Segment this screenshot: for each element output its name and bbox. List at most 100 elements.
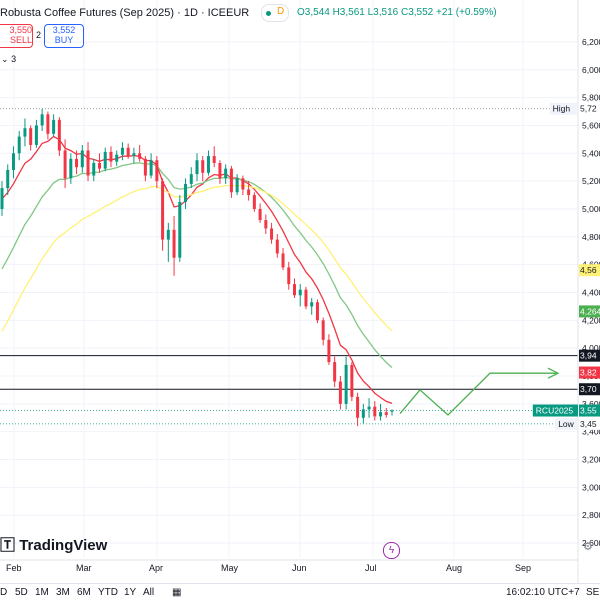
symbol-title[interactable]: Robusta Coffee Futures (Sep 2025) · 1D ·… (0, 7, 249, 19)
ema-fast-line (1, 135, 393, 405)
tf-3m[interactable]: 3M (56, 587, 70, 598)
candle-body (6, 169, 10, 189)
x-tick-label: Aug (446, 563, 462, 573)
bottom-toolbar: D 5D 1M 3M 6M YTD 1Y All ▦ 16:02:10 UTC+… (0, 583, 600, 601)
candle-body (126, 147, 130, 157)
x-tick-label: May (221, 563, 239, 573)
ohlc-readout: O3,544 H3,561 L3,516 C3,552 +21 (+0.59%) (297, 7, 497, 18)
y-tick-label: 4,000 (582, 343, 600, 353)
y-tick-label: 2,800 (582, 510, 600, 520)
candle-body (189, 174, 193, 184)
candle-body (138, 153, 142, 159)
y-tick-label: 4,800 (582, 232, 600, 242)
candle-body (86, 150, 90, 176)
candle-body (287, 267, 291, 285)
price-tag (579, 417, 600, 430)
candle-body (206, 156, 210, 173)
candle-body (149, 160, 153, 176)
price-tag (579, 404, 600, 417)
price-tag (579, 264, 600, 277)
candle-body (229, 168, 233, 193)
price-tag (579, 366, 600, 379)
tf-1m[interactable]: 1M (35, 587, 49, 598)
x-tick-label: Apr (149, 563, 163, 573)
y-tick-label: 3,200 (582, 455, 600, 465)
candle-body (166, 229, 170, 240)
candle-body (304, 289, 308, 307)
price-tag (579, 102, 600, 115)
price-axis: 2,6002,8003,0003,2003,4003,6003,8004,000… (532, 0, 600, 583)
candle-body (310, 302, 314, 307)
candle-body (293, 284, 296, 296)
candle-body (338, 381, 342, 404)
candle-body (155, 160, 159, 182)
candle-body (161, 181, 165, 240)
candle-body (361, 409, 365, 418)
projection-arrow-icon (547, 367, 560, 379)
chevron-down-icon: ⌄ (1, 54, 9, 64)
candle-body (69, 158, 73, 179)
candle-body (264, 220, 268, 229)
candle-body (40, 114, 44, 126)
candle-body (275, 239, 279, 254)
market-status-dot-icon (266, 11, 271, 16)
indicators-toggle[interactable]: ⌄ 3 (1, 54, 16, 65)
y-tick-label: 5,200 (582, 176, 600, 186)
y-tick-label: 5,600 (582, 120, 600, 130)
candle-body (321, 320, 325, 340)
tf-d[interactable]: D (0, 587, 8, 598)
x-tick-label: Sep (515, 563, 531, 573)
candle-body (143, 158, 147, 176)
candle-body (373, 406, 377, 417)
candle-body (350, 364, 354, 397)
candle-body (103, 151, 107, 169)
buy-price: 3,552 (52, 25, 76, 35)
tf-ytd[interactable]: YTD (98, 587, 118, 598)
settings-label[interactable]: SE (586, 587, 600, 598)
candle-body (63, 150, 67, 179)
candle-body (241, 178, 245, 190)
y-tick-label: 4,200 (582, 315, 600, 325)
candle-body (132, 153, 136, 157)
candle-body (315, 302, 319, 321)
candle-body (390, 410, 394, 412)
tf-5d[interactable]: 5D (15, 587, 28, 598)
candle-body (212, 156, 216, 164)
y-tick-label: 2,600 (582, 538, 600, 548)
x-tick-label: Jul (365, 563, 377, 573)
tf-1y[interactable]: 1Y (124, 587, 137, 598)
market-status[interactable]: D (261, 4, 289, 22)
candle-body (17, 136, 21, 154)
indicator-count: 3 (11, 54, 17, 64)
candle-body (172, 229, 176, 258)
sell-button[interactable]: 3,550 SELL (0, 24, 33, 48)
calendar-icon[interactable]: ▦ (172, 587, 182, 598)
candle-body (367, 406, 371, 410)
sell-label: SELL (9, 35, 32, 45)
candle-body (109, 151, 113, 162)
candle-body (57, 119, 61, 151)
y-tick-label: 6,000 (582, 65, 600, 75)
ema-lines (1, 135, 393, 405)
horizontal-lines (0, 108, 578, 425)
y-tick-label: 6,200 (582, 37, 600, 47)
candle-body (344, 364, 348, 404)
tf-all[interactable]: All (143, 587, 155, 598)
scale-settings-icon[interactable]: ⚙ (583, 541, 593, 553)
price-tag-label: 3,94 (580, 351, 597, 361)
lightning-icon[interactable]: ϟ (383, 542, 400, 559)
candle-body (252, 195, 256, 209)
symbol-title-text: Robusta Coffee Futures (Sep 2025) · 1D ·… (0, 7, 250, 19)
candle-body (23, 128, 27, 137)
candle-body (98, 163, 101, 169)
price-tag-label: 3,55 (580, 406, 597, 416)
tf-6m[interactable]: 6M (77, 587, 91, 598)
buy-button[interactable]: 3,552 BUY (44, 24, 84, 48)
candles (0, 108, 394, 427)
buy-label: BUY (54, 35, 74, 45)
y-tick-label: 3,400 (582, 427, 600, 437)
candle-body (281, 253, 285, 268)
price-line-label: High (553, 104, 571, 114)
candle-body (379, 412, 383, 417)
